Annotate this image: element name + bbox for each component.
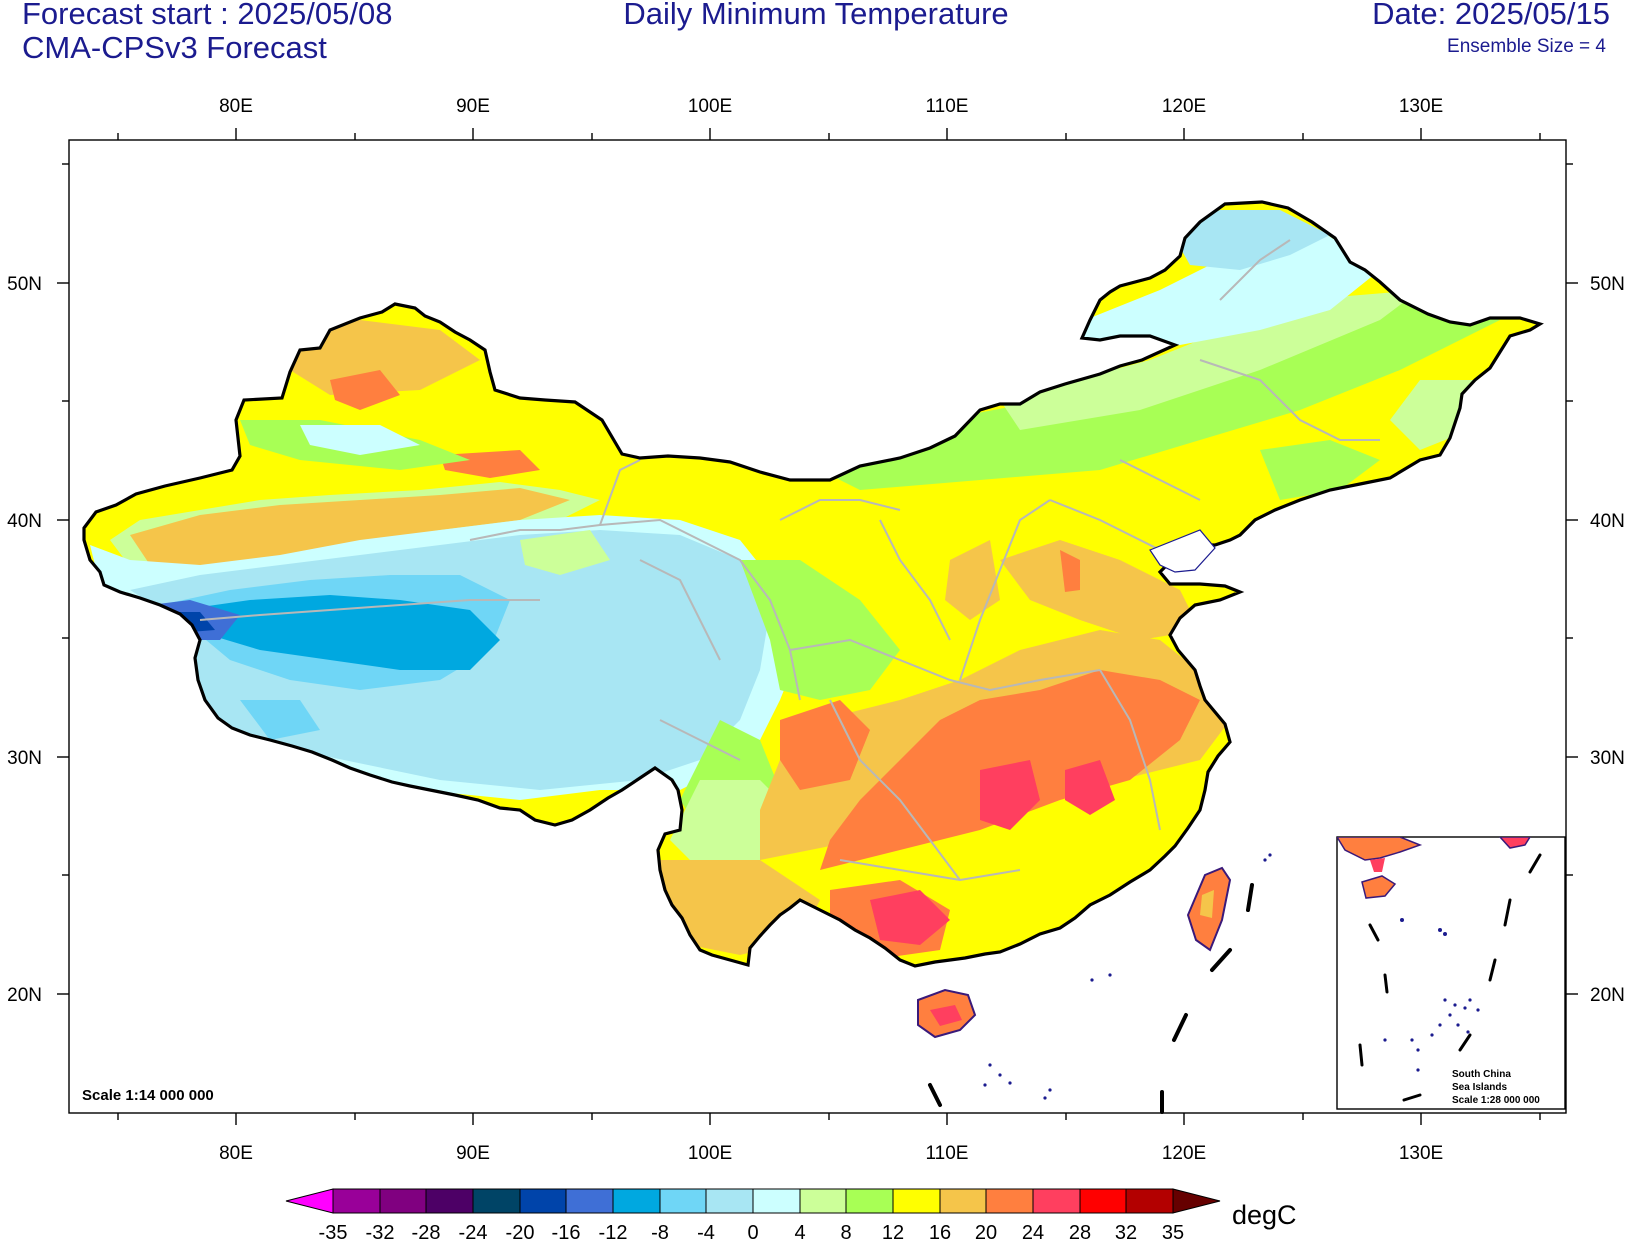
lon-label-bottom-90e: 90E	[456, 1143, 490, 1164]
colorbar-bin	[425, 1188, 474, 1214]
valid-date-label: Date: 2025/05/15	[1372, 0, 1610, 31]
model-label: CMA-CPSv3 Forecast	[22, 30, 327, 65]
colorbar-bin	[472, 1188, 521, 1214]
lon-label-top-110e: 110E	[926, 96, 969, 117]
colorbar-label: 12	[882, 1222, 904, 1241]
colorbar-label: -24	[459, 1222, 488, 1241]
colorbar-label: -28	[412, 1222, 441, 1241]
colorbar-label: 4	[794, 1222, 805, 1241]
lon-label-top-90e: 90E	[456, 96, 490, 117]
colorbar-bin	[939, 1188, 987, 1214]
lon-label-bottom-100e: 100E	[688, 1143, 732, 1164]
colorbar-bin	[845, 1188, 894, 1214]
hainan-warm-core	[930, 1005, 962, 1026]
colorbar-label: -32	[366, 1222, 395, 1241]
colorbar-arrow-low	[285, 1188, 334, 1214]
colorbar-bin	[705, 1188, 754, 1214]
axis-ticks	[57, 128, 1578, 1125]
lon-label-top-130e: 130E	[1399, 96, 1443, 117]
map-scale-note: Scale 1:14 000 000	[82, 1087, 214, 1104]
lat-label-right-50n: 50N	[1590, 274, 1625, 295]
lon-label-top-80e: 80E	[219, 96, 253, 117]
colorbar-bin	[752, 1188, 801, 1214]
colorbar-label: 8	[840, 1222, 851, 1241]
lat-label-right-40n: 40N	[1590, 511, 1625, 532]
lat-label-left-50n: 50N	[7, 274, 42, 295]
colorbar-label: -16	[552, 1222, 581, 1241]
lon-label-bottom-130e: 130E	[1399, 1143, 1443, 1164]
colorbar-label: 16	[929, 1222, 951, 1241]
colorbar-label: -12	[599, 1222, 628, 1241]
lon-label-top-100e: 100E	[688, 96, 732, 117]
forecast-start-label: Forecast start : 2025/05/08	[22, 0, 393, 31]
bohai-sea	[1149, 529, 1216, 573]
lon-label-top-120e: 120E	[1162, 96, 1206, 117]
colorbar-bin	[519, 1188, 567, 1214]
taiwan-cool-core	[1200, 890, 1214, 918]
colorbar-arrow-high	[1172, 1188, 1221, 1214]
colorbar: -35 -32 -28 -24 -20 -16 -12 -8 -4 0 4 8 …	[285, 1188, 1297, 1241]
lon-label-bottom-110e: 110E	[926, 1143, 969, 1164]
colorbar-label: 28	[1069, 1222, 1091, 1241]
lon-label-bottom-120e: 120E	[1162, 1143, 1206, 1164]
ensemble-size-label: Ensemble Size = 4	[1447, 36, 1606, 57]
colorbar-bin	[1079, 1188, 1127, 1214]
colorbar-label: 24	[1022, 1222, 1044, 1241]
small-islands	[983, 853, 1272, 1100]
lat-label-left-30n: 30N	[7, 748, 42, 769]
colorbar-bin	[799, 1188, 847, 1214]
colorbar-bin	[379, 1188, 427, 1214]
lon-label-bottom-80e: 80E	[219, 1143, 253, 1164]
maritime-dashed-line	[928, 883, 1254, 1114]
colorbar-bin	[659, 1188, 707, 1214]
colorbar-bin	[565, 1188, 614, 1214]
colorbar-label: 32	[1115, 1222, 1137, 1241]
colorbar-bin	[332, 1188, 381, 1214]
inset-label-line3: Scale 1:28 000 000	[1452, 1095, 1540, 1106]
south-china-sea-inset: South China Sea Islands Scale 1:28 000 0…	[1336, 836, 1566, 1110]
lat-label-left-20n: 20N	[7, 985, 42, 1006]
colorbar-bin	[612, 1188, 661, 1214]
colorbar-bin	[985, 1188, 1034, 1214]
lat-label-right-30n: 30N	[1590, 748, 1625, 769]
colorbar-label: 35	[1162, 1222, 1184, 1241]
colorbar-label: -8	[651, 1222, 669, 1241]
inset-label-line2: Sea Islands	[1452, 1082, 1507, 1093]
lat-label-left-40n: 40N	[7, 511, 42, 532]
colorbar-label: -20	[506, 1222, 535, 1241]
lat-label-right-20n: 20N	[1590, 985, 1625, 1006]
colorbar-bin	[1032, 1188, 1081, 1214]
colorbar-label: 20	[975, 1222, 997, 1241]
colorbar-units: degC	[1232, 1200, 1297, 1230]
map-title: Daily Minimum Temperature	[623, 0, 1009, 31]
colorbar-bin	[1125, 1188, 1174, 1214]
colorbar-bin	[892, 1188, 941, 1214]
colorbar-label: 0	[747, 1222, 758, 1241]
inset-label-line1: South China	[1452, 1069, 1511, 1080]
colorbar-label: -35	[319, 1222, 348, 1241]
colorbar-label: -4	[697, 1222, 715, 1241]
